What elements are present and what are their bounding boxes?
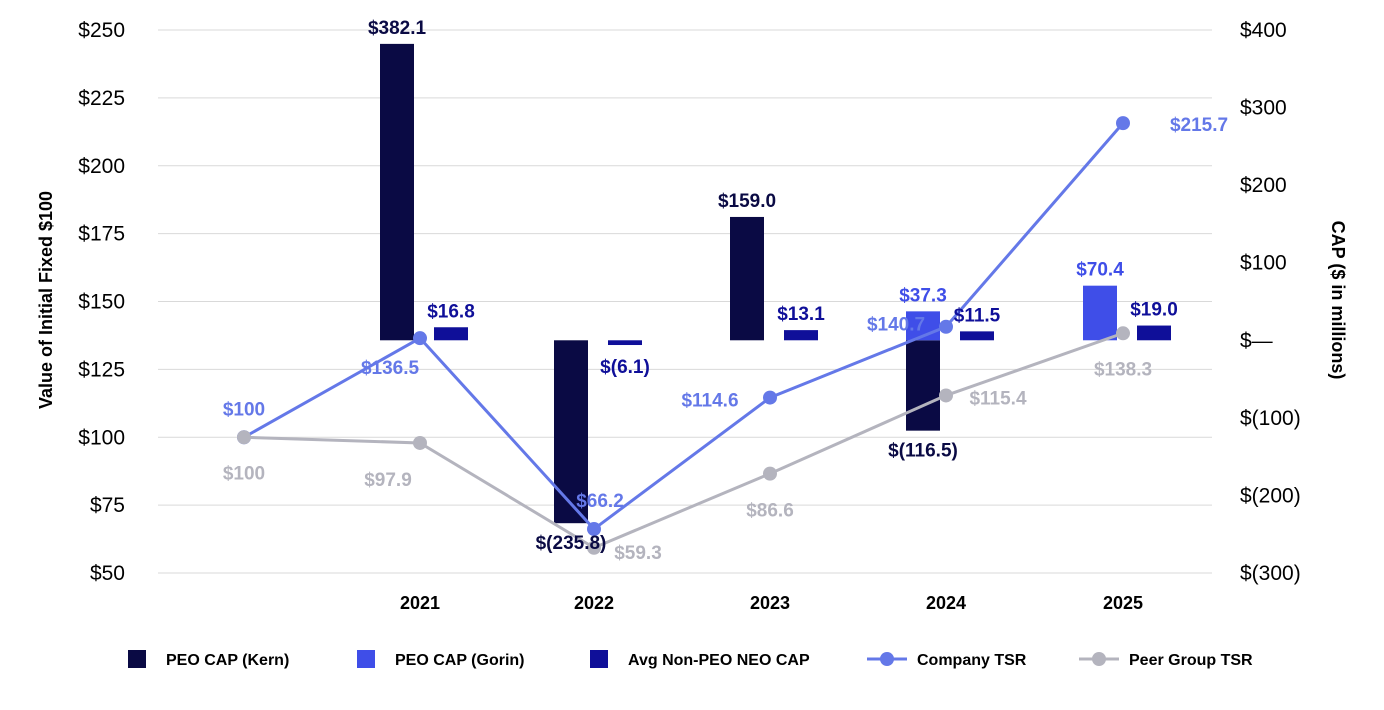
legend-label: Avg Non-PEO NEO CAP bbox=[628, 652, 810, 669]
line-data-label: $100 bbox=[223, 463, 265, 484]
category-axis-labels: 2021 2022 2023 2024 2025 bbox=[400, 593, 1143, 613]
legend-swatch bbox=[357, 650, 375, 668]
line-data-label: $215.7 bbox=[1170, 115, 1228, 136]
line-point bbox=[413, 435, 427, 450]
right-tick-label: $(200) bbox=[1240, 484, 1301, 507]
line-peer-group-tsr bbox=[243, 331, 1124, 550]
category-label: 2021 bbox=[400, 593, 440, 613]
bar-data-label: $70.4 bbox=[1076, 260, 1124, 281]
legend-swatch bbox=[128, 650, 146, 668]
left-tick-label: $100 bbox=[78, 426, 125, 449]
legend-marker bbox=[880, 652, 894, 666]
bar-peo-cap-kern- bbox=[906, 340, 940, 431]
left-tick-label: $200 bbox=[78, 155, 125, 178]
bar-data-label: $(6.1) bbox=[600, 357, 650, 378]
left-axis-ticks: $250 $225 $200 $175 $150 $125 $100 $75 $50 bbox=[78, 19, 125, 585]
bar-data-label: $19.0 bbox=[1130, 300, 1178, 321]
line-data-label: $100 bbox=[223, 399, 265, 420]
line-point bbox=[587, 522, 601, 537]
line-data-label: $86.6 bbox=[746, 501, 794, 522]
legend-marker bbox=[1092, 652, 1106, 666]
legend-label: PEO CAP (Kern) bbox=[166, 652, 289, 669]
bar-data-labels: $382.1 $(235.8) $159.0 $(116.5) $37.3 $70.4 $1… bbox=[368, 18, 1178, 554]
category-label: 2025 bbox=[1103, 593, 1143, 613]
line-point bbox=[939, 319, 953, 334]
right-tick-label: $100 bbox=[1240, 252, 1287, 275]
right-tick-label: $300 bbox=[1240, 97, 1287, 120]
line-data-label: $140.7 bbox=[867, 315, 925, 336]
left-tick-label: $175 bbox=[78, 223, 125, 246]
bar-data-label: $(116.5) bbox=[888, 441, 958, 462]
legend-label: Company TSR bbox=[917, 652, 1027, 669]
bar-data-label: $16.8 bbox=[427, 301, 475, 322]
left-tick-label: $125 bbox=[78, 358, 125, 381]
legend-label: Peer Group TSR bbox=[1129, 652, 1253, 669]
left-tick-label: $225 bbox=[78, 87, 125, 110]
line-point bbox=[413, 331, 427, 346]
line-point bbox=[237, 430, 251, 445]
bar-data-label: $382.1 bbox=[368, 18, 427, 39]
line-data-label: $114.6 bbox=[681, 391, 738, 412]
line-series bbox=[237, 116, 1130, 555]
gridlines bbox=[158, 29, 1212, 574]
line-data-label: $66.2 bbox=[576, 491, 624, 512]
bar-series bbox=[380, 43, 1171, 524]
bar-data-label: $37.3 bbox=[899, 285, 947, 306]
bar-data-label: $159.0 bbox=[718, 191, 776, 212]
right-tick-label: $400 bbox=[1240, 19, 1287, 42]
right-axis-ticks: $400 $300 $200 $100 $— $(100) $(200) $(300) bbox=[1240, 19, 1301, 585]
bar-avg-non-peo-neo-cap bbox=[608, 340, 642, 346]
bar-avg-non-peo-neo-cap bbox=[434, 327, 468, 341]
line-data-label: $115.4 bbox=[969, 388, 1026, 409]
line-data-labels: $100 $136.5 $66.2 $114.6 $140.7 $215.7 $100 $97… bbox=[223, 115, 1228, 564]
legend-label: PEO CAP (Gorin) bbox=[395, 652, 525, 669]
line-point bbox=[1116, 116, 1130, 131]
line-data-label: $138.3 bbox=[1094, 359, 1152, 380]
line-point bbox=[1116, 326, 1130, 341]
line-data-label: $136.5 bbox=[361, 358, 420, 379]
bar-data-label: $13.1 bbox=[777, 304, 825, 325]
legend: PEO CAP (Kern) PEO CAP (Gorin) Avg Non-PEO… bbox=[128, 650, 1253, 669]
line-point bbox=[763, 466, 777, 481]
right-axis-title: CAP ($ in millions) bbox=[1328, 221, 1348, 380]
category-label: 2022 bbox=[574, 593, 614, 613]
left-tick-label: $75 bbox=[90, 494, 125, 517]
line-point bbox=[939, 388, 953, 403]
line-data-label: $97.9 bbox=[364, 470, 412, 491]
left-axis-title: Value of Initial Fixed $100 bbox=[36, 191, 56, 409]
bar-peo-cap-gorin- bbox=[1083, 285, 1117, 341]
bar-peo-cap-kern- bbox=[730, 216, 764, 341]
line-point bbox=[587, 540, 601, 555]
bar-data-label: $11.5 bbox=[954, 305, 1001, 326]
left-tick-label: $150 bbox=[78, 291, 125, 314]
bar-avg-non-peo-neo-cap bbox=[1137, 325, 1171, 341]
right-tick-label: $(300) bbox=[1240, 562, 1301, 585]
bar-avg-non-peo-neo-cap bbox=[784, 330, 818, 341]
left-tick-label: $50 bbox=[90, 562, 125, 585]
line-data-label: $59.3 bbox=[614, 543, 662, 564]
line-company-tsr bbox=[243, 122, 1125, 532]
category-label: 2023 bbox=[750, 593, 790, 613]
legend-swatch bbox=[590, 650, 608, 668]
bar-data-label: $(235.8) bbox=[536, 533, 607, 554]
right-tick-label: $— bbox=[1240, 329, 1273, 352]
right-tick-label: $200 bbox=[1240, 174, 1287, 197]
left-tick-label: $250 bbox=[78, 19, 125, 42]
bar-avg-non-peo-neo-cap bbox=[960, 331, 994, 341]
category-label: 2024 bbox=[926, 593, 966, 613]
bar-peo-cap-kern- bbox=[380, 43, 414, 341]
line-point bbox=[763, 390, 777, 405]
right-tick-label: $(100) bbox=[1240, 407, 1301, 430]
